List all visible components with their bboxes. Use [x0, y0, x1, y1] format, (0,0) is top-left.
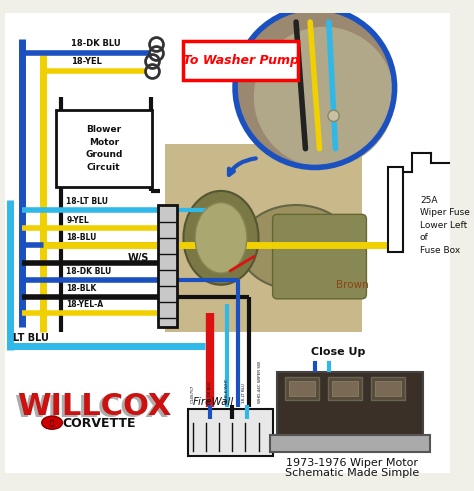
Text: WILLCOX: WILLCOX [17, 392, 172, 421]
FancyBboxPatch shape [289, 382, 315, 396]
Ellipse shape [183, 191, 258, 285]
Ellipse shape [240, 205, 352, 290]
FancyBboxPatch shape [277, 372, 423, 440]
Circle shape [254, 27, 394, 167]
Text: 18-LT BLU: 18-LT BLU [242, 383, 246, 403]
FancyBboxPatch shape [56, 110, 152, 187]
FancyBboxPatch shape [5, 13, 450, 473]
Text: LT BLU: LT BLU [13, 333, 48, 343]
Text: 18-BLK: 18-BLK [66, 284, 96, 293]
Text: 18-DK BLU: 18-DK BLU [208, 382, 212, 403]
Text: Schematic Made Simple: Schematic Made Simple [285, 468, 419, 478]
FancyBboxPatch shape [371, 377, 405, 400]
Text: 18-LT BLU: 18-LT BLU [66, 197, 108, 206]
Text: 18-YEL-A: 18-YEL-A [66, 300, 103, 309]
FancyBboxPatch shape [332, 382, 358, 396]
Text: To Washer Pump: To Washer Pump [182, 54, 299, 67]
Ellipse shape [42, 416, 63, 429]
Text: W/S: W/S [128, 253, 149, 263]
Text: Close Up: Close Up [311, 347, 365, 357]
FancyBboxPatch shape [285, 377, 319, 400]
FancyBboxPatch shape [328, 377, 362, 400]
Text: 18-BLU: 18-BLU [66, 233, 97, 242]
Text: WILLCOX: WILLCOX [14, 394, 169, 423]
FancyBboxPatch shape [273, 215, 366, 299]
Text: 18-YEL: 18-YEL [71, 57, 102, 66]
Circle shape [328, 110, 339, 121]
FancyBboxPatch shape [375, 382, 401, 396]
FancyBboxPatch shape [270, 435, 430, 452]
Text: 🏁: 🏁 [50, 419, 54, 426]
FancyBboxPatch shape [183, 41, 298, 80]
FancyBboxPatch shape [164, 144, 362, 332]
Text: 1973-1976 Wiper Motor: 1973-1976 Wiper Motor [286, 458, 419, 468]
Circle shape [279, 52, 294, 67]
Circle shape [235, 8, 394, 167]
Text: CORVETTE: CORVETTE [62, 417, 136, 430]
Text: 18-BLK/WHT: 18-BLK/WHT [225, 378, 228, 403]
Text: Brown: Brown [336, 280, 369, 290]
FancyBboxPatch shape [188, 409, 273, 456]
FancyBboxPatch shape [388, 167, 403, 252]
Text: C14S757: C14S757 [191, 384, 195, 403]
FancyBboxPatch shape [158, 205, 177, 327]
Text: FireWall: FireWall [193, 397, 234, 407]
Text: WHD-44C WIPER SW: WHD-44C WIPER SW [258, 361, 263, 403]
Text: Blower
Motor
Ground
Circuit: Blower Motor Ground Circuit [85, 125, 122, 172]
Ellipse shape [195, 203, 247, 273]
Text: 18-DK BLU: 18-DK BLU [66, 267, 111, 276]
Text: 9-YEL: 9-YEL [66, 216, 89, 225]
Text: 18-DK BLU: 18-DK BLU [71, 39, 120, 48]
Text: 25A
Wiper Fuse
Lower Left
of
Fuse Box: 25A Wiper Fuse Lower Left of Fuse Box [420, 195, 470, 255]
